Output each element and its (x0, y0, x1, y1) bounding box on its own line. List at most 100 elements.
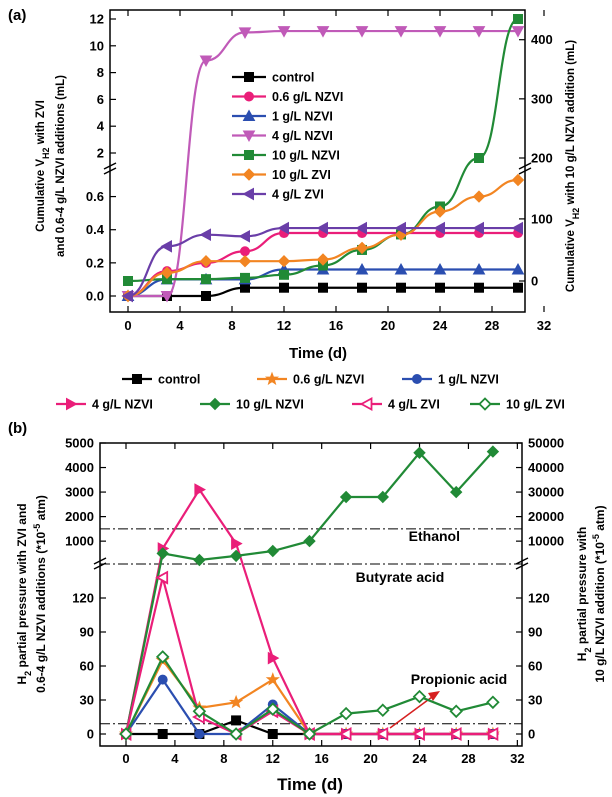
data-point (376, 490, 390, 504)
data-point (279, 269, 289, 280)
y-left-tick-label: 0.2 (86, 255, 104, 270)
legend-label: 1 g/L NZVI (272, 110, 333, 124)
legend-label: 10 g/L NZVI (272, 149, 340, 163)
annotation-arrow (389, 696, 433, 729)
axis-break-mark (515, 562, 529, 570)
data-point (238, 27, 252, 39)
legend-marker (244, 91, 254, 102)
x-tick-label: 8 (228, 318, 235, 333)
legend-label: 10 g/L ZVI (272, 168, 331, 182)
data-point (201, 291, 211, 301)
y-right-tick-label: 120 (528, 591, 550, 606)
y-right-tick-label: 200 (531, 151, 553, 166)
y-left-tick-label: 60 (80, 659, 94, 674)
series-0-6-g-l-nzvi (118, 652, 500, 741)
data-point (192, 704, 207, 719)
y-left-title-sub: H2 (41, 147, 51, 159)
y-right-tick-label: 40000 (528, 460, 564, 475)
y-left-title-sub: 2 (23, 671, 33, 676)
y-left-tick-label: 3000 (65, 485, 94, 500)
data-point (486, 695, 500, 710)
y-left-tick-label: 2000 (65, 509, 94, 524)
y-right-tick-label: 50000 (528, 436, 564, 451)
y-right-tick-label: 400 (531, 32, 553, 47)
x-tick-label: 24 (412, 751, 427, 766)
y-left-tick-label: 6 (97, 92, 104, 107)
data-point (394, 26, 408, 38)
y-right-title-part: atm) (593, 505, 607, 534)
x-axis-title: Time (d) (289, 345, 347, 362)
data-point (474, 153, 484, 163)
series-4-g-l-zvi (121, 221, 523, 303)
y-right-axis-title-line2: 10 g/L NZVI addition (*10-5 atm) (591, 505, 607, 682)
data-point (229, 694, 244, 709)
y-left-tick-label: 0.6 (86, 189, 104, 204)
data-point (485, 726, 499, 742)
y-right-tick-label: 30 (528, 693, 542, 708)
y-left-tick-label: 0.4 (86, 222, 105, 237)
data-point (513, 14, 523, 24)
data-point (511, 173, 525, 187)
y-right-tick-label: 0 (528, 727, 535, 742)
data-point (160, 266, 174, 280)
data-point (201, 274, 211, 285)
series-4-g-l-nzvi (121, 26, 525, 303)
data-point (267, 729, 278, 739)
legend-label: 10 g/L ZVI (506, 398, 565, 412)
data-point (199, 55, 213, 68)
legend-marker (132, 374, 142, 384)
data-point (316, 26, 330, 38)
series-4-g-l-zvi (118, 570, 499, 742)
x-tick-label: 24 (433, 318, 448, 333)
data-point (316, 221, 328, 235)
legend: control 0.6 g/L NZVI 1 g/L NZVI 4 g/L NZVI 1… (232, 71, 343, 202)
data-point (193, 553, 206, 567)
data-point (231, 715, 242, 726)
data-point (194, 483, 206, 496)
y-left-tick-label: 10 (90, 38, 104, 53)
data-point (199, 228, 211, 242)
legend-label: control (158, 373, 200, 387)
data-point (472, 190, 486, 203)
data-point (238, 229, 250, 243)
data-point (231, 537, 243, 550)
data-point (160, 239, 172, 253)
y-left-axis-title: H2 partial pressure with ZVI and (15, 503, 33, 684)
y-right-title-part: with 10 g/L NZVI addition (mL) (565, 40, 577, 208)
y-right-tick-label: 60 (528, 659, 542, 674)
series-10-g-l-zvi (121, 173, 525, 303)
data-point (229, 549, 243, 563)
legend-marker (208, 397, 222, 411)
y-right-tick-label: 30000 (528, 485, 564, 500)
data-point (318, 282, 328, 293)
x-tick-label: 12 (277, 318, 291, 333)
y-left-tick-label: 30 (80, 693, 94, 708)
data-point (486, 445, 500, 458)
axis-break-mark (518, 167, 532, 175)
data-point (355, 262, 369, 275)
data-point (277, 221, 289, 235)
data-point (433, 221, 445, 235)
y-left-tick-label: 0 (87, 727, 94, 742)
legend-label: 4 g/L NZVI (272, 129, 333, 143)
series-line (124, 487, 493, 736)
x-tick-label: 16 (329, 318, 343, 333)
data-point (339, 490, 353, 504)
data-point (433, 262, 447, 275)
series-line (128, 29, 518, 298)
reference-label: Propionic acid (411, 671, 507, 687)
legend-label: 0.6 g/L NZVI (293, 373, 364, 387)
legend-label: control (272, 71, 314, 85)
x-axis-title: Time (d) (277, 775, 343, 794)
y-left-title-part: 0.6-4 g/L NZVI additions (*10 (34, 531, 48, 692)
y-right-tick-label: 90 (528, 625, 542, 640)
y-left-tick-label: 12 (90, 12, 104, 27)
y-right-tick-label: 20000 (528, 509, 564, 524)
x-tick-label: 32 (537, 318, 551, 333)
data-point (435, 282, 445, 293)
legend-marker (66, 397, 78, 411)
data-point (472, 221, 484, 235)
y-right-title-sup: -5 (591, 534, 601, 542)
data-point (339, 706, 353, 721)
